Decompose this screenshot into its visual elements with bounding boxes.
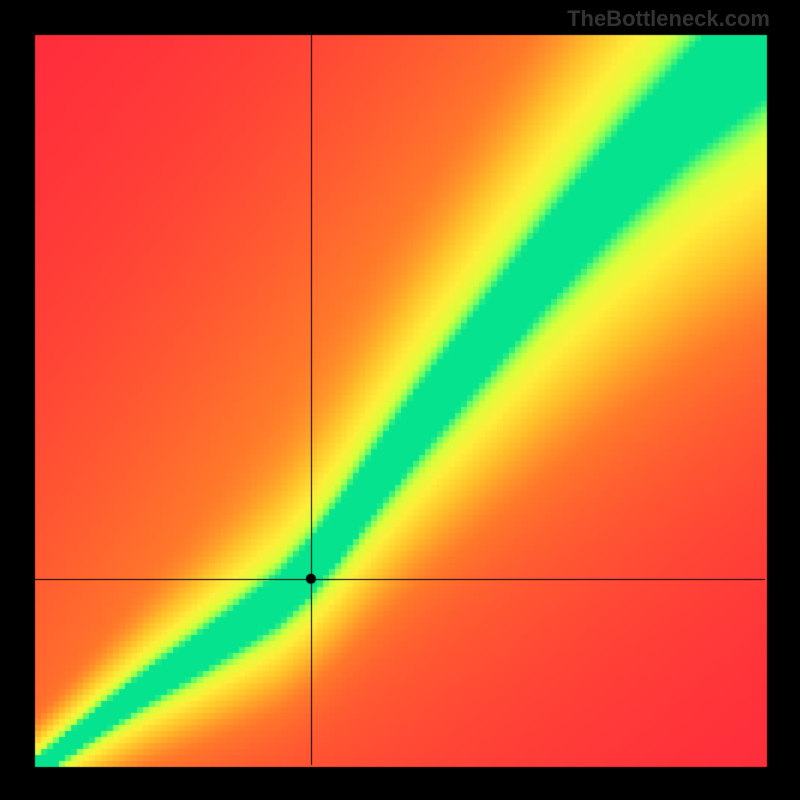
heatmap-plot <box>0 0 800 800</box>
watermark-text: TheBottleneck.com <box>567 6 770 32</box>
